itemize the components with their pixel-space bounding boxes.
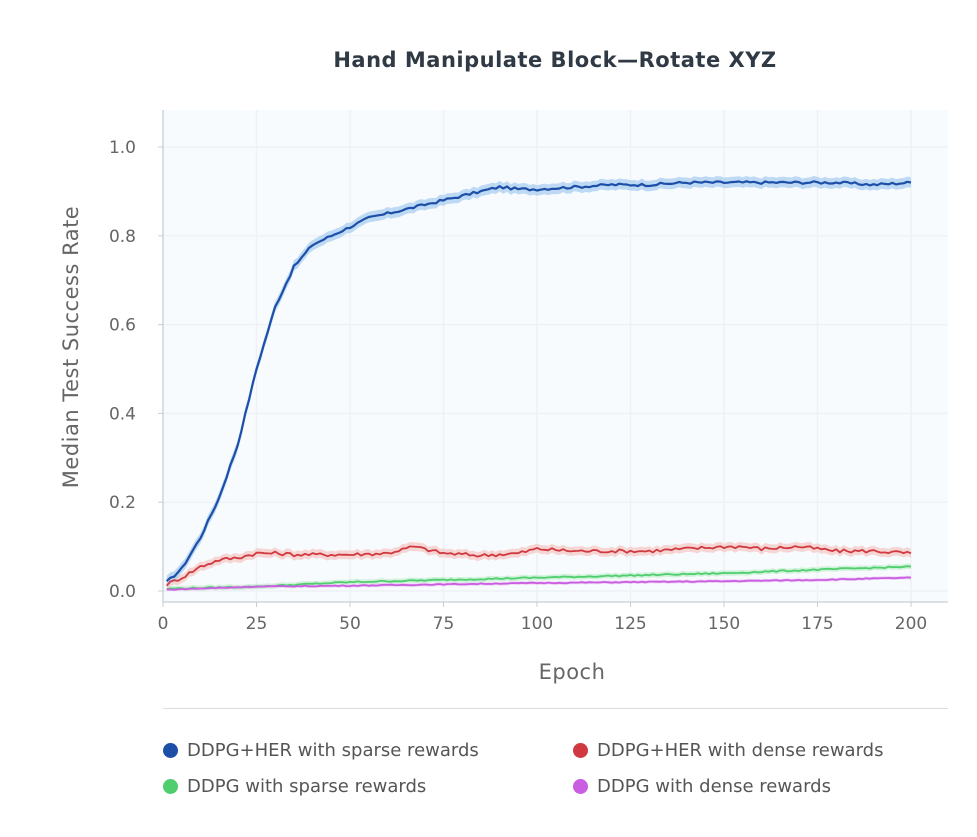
x-tick-label: 50 [339,614,361,634]
x-tick-label: 0 [158,614,169,634]
legend-label: DDPG with sparse rewards [187,776,427,797]
legend-swatch [573,743,588,758]
x-tick-label: 125 [614,614,646,634]
series-line [166,565,912,590]
x-tick-label: 150 [708,614,740,634]
legend-swatch [573,779,588,794]
legend-swatch [163,779,178,794]
y-tick-label: 0.8 [109,227,136,247]
legend-item-her-sparse[interactable]: DDPG+HER with sparse rewards [163,740,479,761]
series-line [166,576,912,591]
legend-swatch [163,743,178,758]
legend-item-ddpg-dense[interactable]: DDPG with dense rewards [573,776,831,797]
x-tick-label: 75 [433,614,455,634]
x-tick-label: 200 [895,614,927,634]
legend-item-ddpg-sparse[interactable]: DDPG with sparse rewards [163,776,426,797]
y-tick-label: 0.4 [109,404,136,424]
series-band [166,541,911,591]
legend-label: DDPG with dense rewards [597,776,831,797]
y-tick-label: 0.6 [109,316,136,336]
series-line [165,180,912,582]
x-axis-label: Epoch [539,660,606,684]
y-tick-label: 1.0 [109,138,136,158]
legend-label: DDPG+HER with sparse rewards [187,740,479,761]
series-line [166,545,912,587]
series-lines [165,180,912,591]
axes: 0.0 0.2 0.4 0.6 0.8 1.0 0 25 50 75 100 125 150 175 200 [109,110,948,634]
x-tick-label: 100 [521,614,553,634]
legend-label: DDPG+HER with dense rewards [597,740,884,761]
legend-item-her-dense[interactable]: DDPG+HER with dense rewards [573,740,883,761]
chart: Hand Manipulate Block—Rotate XYZ 0.00.20… [59,48,948,684]
legend: DDPG+HER with sparse rewards DDPG+HER wi… [163,708,948,797]
chart-title: Hand Manipulate Block—Rotate XYZ [333,48,776,72]
y-tick-label: 0.0 [109,582,136,602]
x-tick-label: 175 [801,614,833,634]
grid [162,110,948,602]
y-tick-label: 0.2 [109,493,136,513]
y-axis-label: Median Test Success Rate [59,206,83,488]
x-tick-label: 25 [246,614,268,634]
